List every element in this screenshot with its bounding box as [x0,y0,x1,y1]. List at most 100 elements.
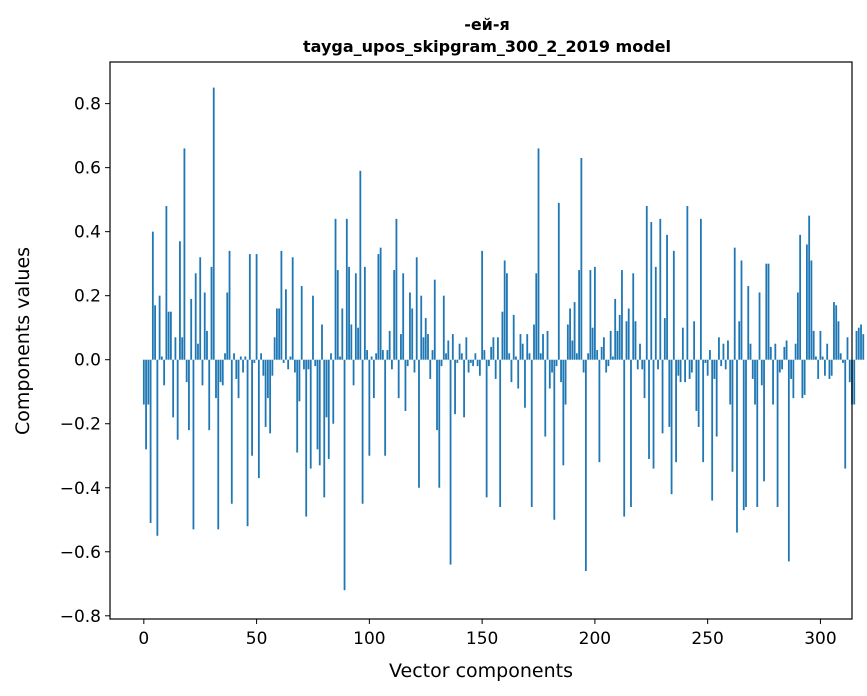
bar [206,330,208,360]
bar [393,270,396,360]
bar [630,359,632,507]
bar [848,359,851,383]
bar [533,324,535,360]
bar [366,350,368,360]
bar [224,353,226,360]
bar [747,286,750,360]
bar [589,270,592,360]
bar [695,359,698,411]
bar [571,340,574,360]
bar [357,327,359,360]
bar [598,359,601,463]
bar [720,359,723,367]
bar [388,330,391,360]
bar [539,353,542,360]
bar [266,359,269,399]
bar [212,87,215,360]
bar [515,356,517,360]
bar [803,359,806,395]
bar [303,359,305,370]
bar [145,359,147,450]
bar [853,359,856,405]
bar [201,359,204,386]
bar [465,337,468,360]
bar [447,340,450,360]
bar [395,218,398,360]
bar [433,279,436,360]
bar [573,302,576,360]
bar [406,359,409,367]
bar [460,353,463,360]
bar [332,359,335,424]
bar [172,359,175,418]
bar [618,314,621,360]
bar [289,356,292,360]
bar [758,292,761,360]
bar [681,327,684,360]
bar [244,356,247,360]
bar [821,356,824,360]
bar [181,337,184,360]
bar [537,148,540,360]
bar [188,359,190,431]
bar [230,359,233,504]
bar [684,359,686,383]
plot-frame [109,61,853,620]
bar [524,359,526,408]
bar [650,222,653,360]
bar [142,359,145,405]
bar [431,350,434,360]
bar [370,356,373,360]
bar [296,359,299,453]
bar [156,359,159,536]
bar [632,273,635,360]
bar [323,359,326,498]
bar [305,359,308,517]
bar [591,327,594,360]
bar [553,359,556,520]
bar [754,359,756,405]
bar [341,308,344,360]
bar [634,321,637,360]
bar [228,250,231,360]
bar [790,359,792,379]
chart-title-line1: -ей-я [464,15,510,34]
bar [740,260,743,360]
bar [237,359,240,399]
bar [307,359,310,370]
y-tick-label: −0.2 [60,415,101,435]
bar [675,359,677,463]
bar [794,343,797,360]
bar [494,359,497,379]
bar [469,359,472,363]
bar [368,359,371,456]
bar [217,359,220,530]
bar [190,298,193,360]
bar [566,324,569,360]
bar [363,266,366,360]
bar [625,321,628,360]
bar [718,337,720,360]
bar [546,330,549,360]
bar [381,350,384,360]
bar [485,359,488,498]
bar [239,356,242,360]
bar [221,359,224,386]
bar [781,359,783,370]
bar [643,359,646,399]
bar [397,359,400,399]
bar [233,353,235,360]
bar [456,359,459,363]
bar [269,359,272,434]
bar [275,308,278,360]
bar [517,359,520,389]
bar [377,254,380,360]
y-tick-label: 0.4 [74,223,101,243]
bar [512,314,515,360]
bar [418,359,420,488]
bar [350,324,353,360]
bar [483,350,486,360]
bar [690,359,693,373]
bar [679,359,682,383]
